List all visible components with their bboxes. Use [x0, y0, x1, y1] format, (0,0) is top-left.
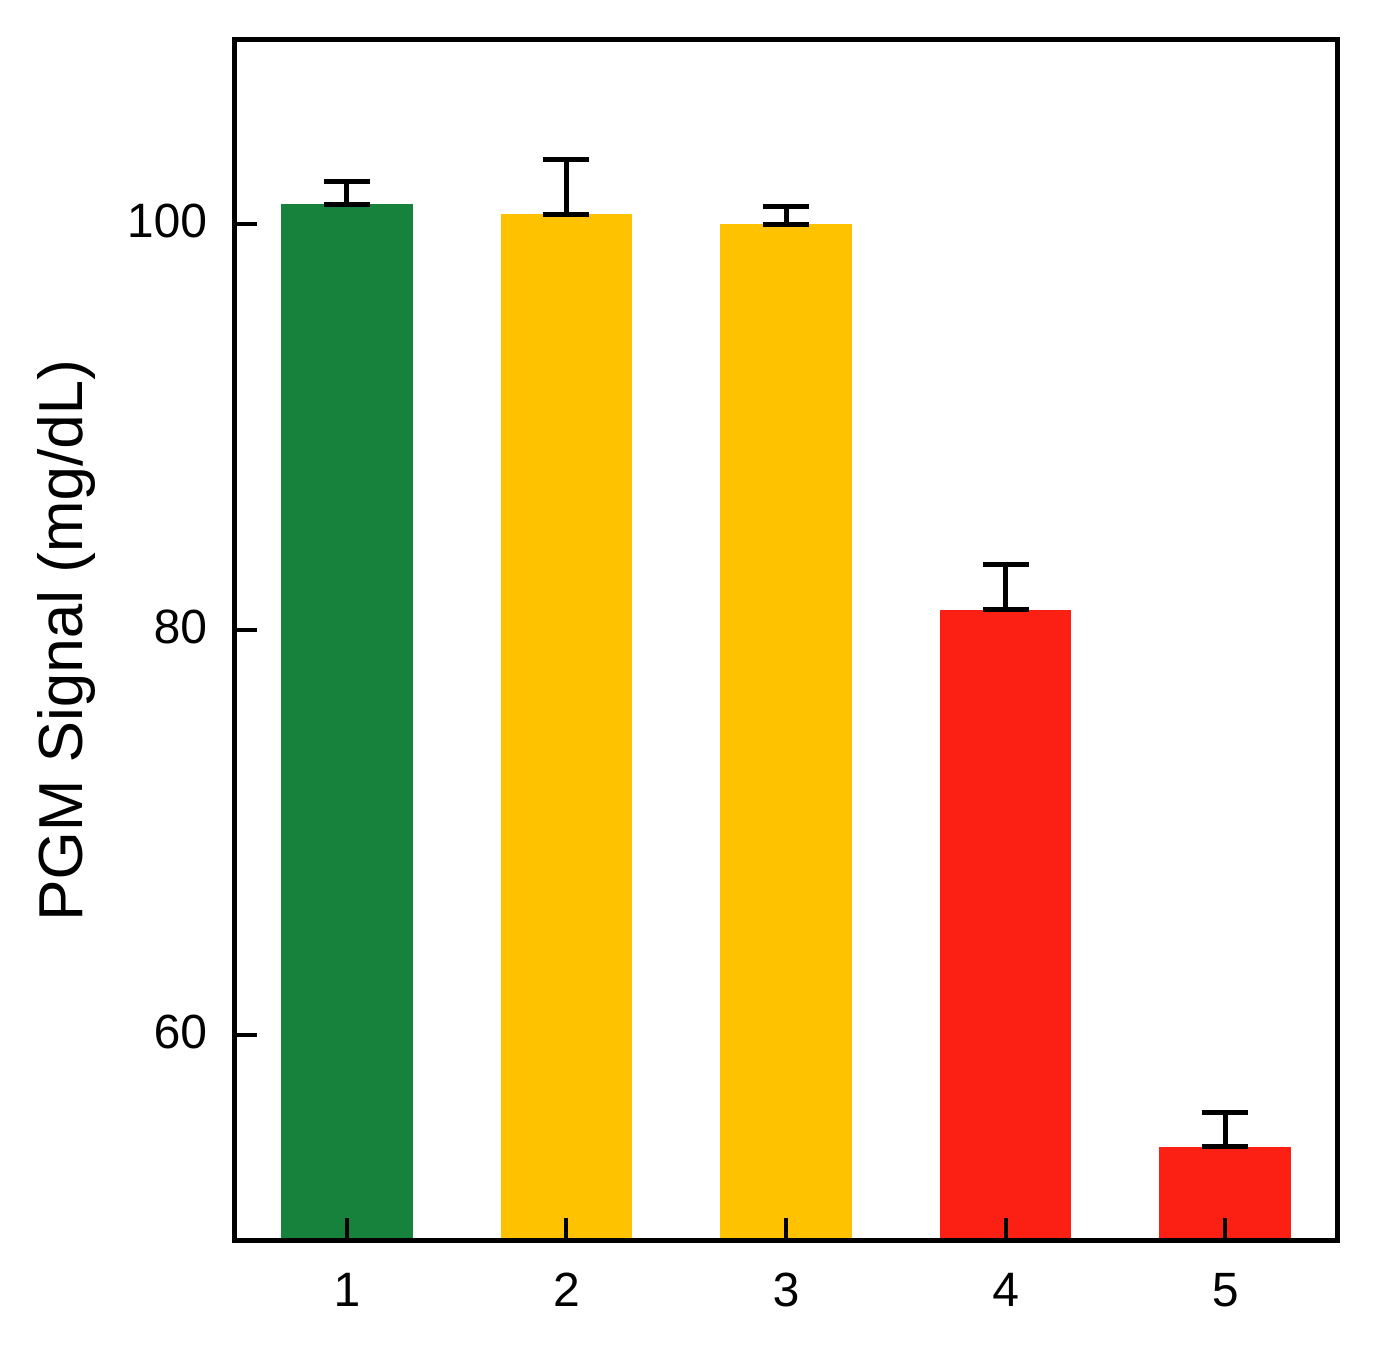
bar: [720, 224, 852, 1238]
y-tick-label: 100: [126, 195, 207, 249]
error-bar-cap-bottom: [1202, 1144, 1249, 1150]
y-tick-mark: [237, 627, 257, 632]
y-tick-mark: [237, 1033, 257, 1038]
bar: [280, 204, 413, 1238]
x-tick-mark: [344, 1218, 349, 1238]
x-tick-label: 3: [772, 1264, 800, 1317]
x-tick-mark: [564, 1218, 569, 1238]
error-bar-line: [783, 206, 789, 225]
error-bar-line: [344, 181, 350, 205]
error-bar-cap-top: [323, 179, 370, 185]
error-bar-cap-top: [543, 157, 590, 163]
error-bar-cap-top: [763, 203, 809, 209]
bar: [939, 609, 1072, 1238]
y-tick-label: 80: [153, 600, 207, 654]
error-bar-cap-bottom: [763, 221, 809, 227]
error-bar-line: [563, 159, 569, 215]
x-tick-label: 2: [553, 1264, 580, 1317]
error-bar-cap-top: [1202, 1109, 1249, 1115]
error-bar-line: [1222, 1112, 1228, 1147]
error-bar-line: [1003, 564, 1009, 610]
plot-area: 60 80 100 1 2 3 4 5: [127, 37, 1340, 1317]
error-bar-cap-bottom: [982, 607, 1029, 613]
x-tick-label: 1: [333, 1264, 361, 1317]
x-tick-label: 5: [1211, 1264, 1239, 1317]
x-tick-mark: [784, 1218, 788, 1238]
error-bar-cap-bottom: [543, 211, 590, 217]
x-tick-label: 4: [992, 1264, 1019, 1317]
error-bar-cap-bottom: [323, 201, 370, 207]
y-tick-mark: [237, 222, 257, 227]
y-tick-label: 60: [153, 1006, 207, 1060]
error-bar-cap-top: [982, 562, 1029, 568]
x-tick-mark: [1003, 1218, 1008, 1238]
bar: [500, 214, 633, 1238]
x-tick-mark: [1223, 1218, 1228, 1238]
